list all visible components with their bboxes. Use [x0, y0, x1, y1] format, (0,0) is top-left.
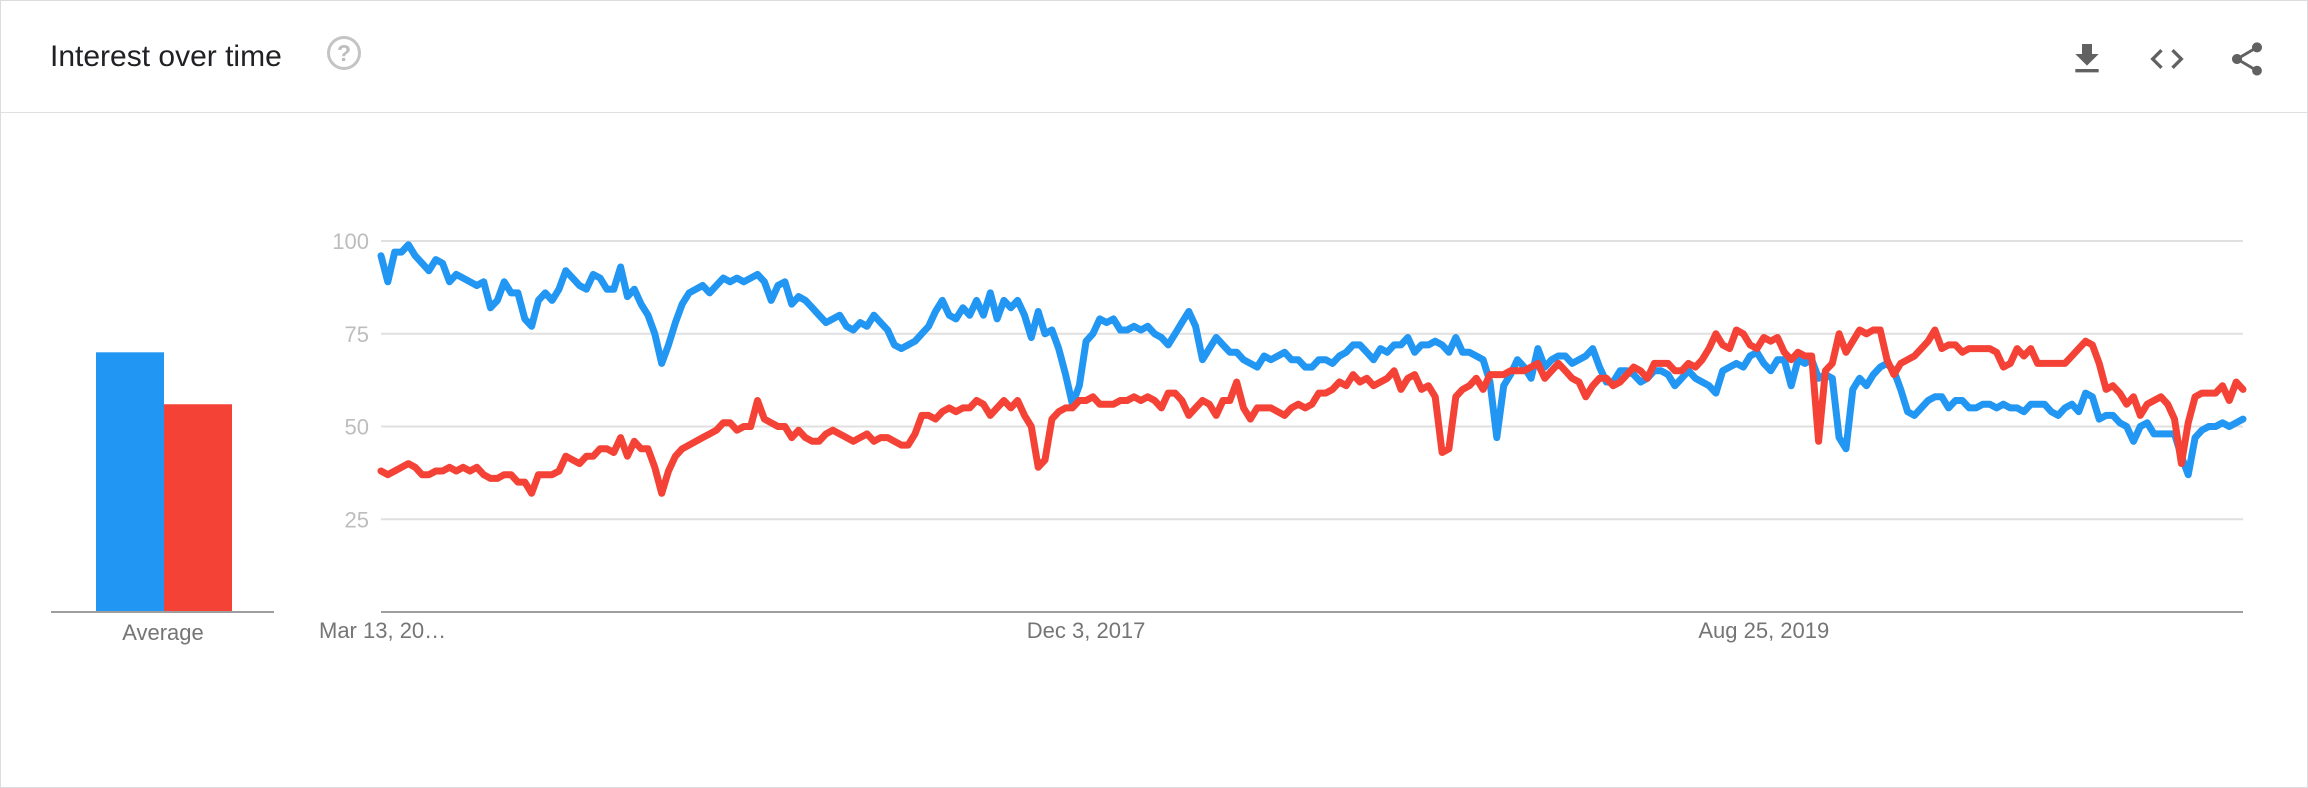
series-line-2[interactable] — [377, 326, 2247, 497]
embed-code-icon[interactable] — [2147, 39, 2187, 79]
x-tick-label: Mar 13, 20… — [319, 618, 446, 643]
average-bar-2 — [164, 404, 232, 612]
y-tick-label: 75 — [345, 322, 369, 347]
average-label: Average — [122, 620, 204, 645]
y-tick-label: 100 — [332, 229, 369, 254]
average-bar-1 — [96, 352, 164, 612]
share-icon[interactable] — [2227, 39, 2267, 79]
y-tick-label: 50 — [345, 415, 369, 440]
help-circle-icon[interactable]: ? — [327, 36, 361, 70]
download-icon[interactable] — [2067, 39, 2107, 79]
card-header: Interest over time ? — [1, 1, 2307, 113]
y-tick-label: 25 — [345, 507, 369, 532]
x-tick-label: Aug 25, 2019 — [1698, 618, 1829, 643]
x-tick-label: Dec 3, 2017 — [1027, 618, 1146, 643]
series-line-1[interactable] — [377, 241, 2247, 479]
interest-line-chart: 25 50 75 100 Mar 13, 20… Dec 3, 2017 Aug 25, 2… — [319, 229, 2247, 643]
card-title: Interest over time — [50, 40, 282, 73]
average-bar-chart: Average — [51, 352, 274, 645]
